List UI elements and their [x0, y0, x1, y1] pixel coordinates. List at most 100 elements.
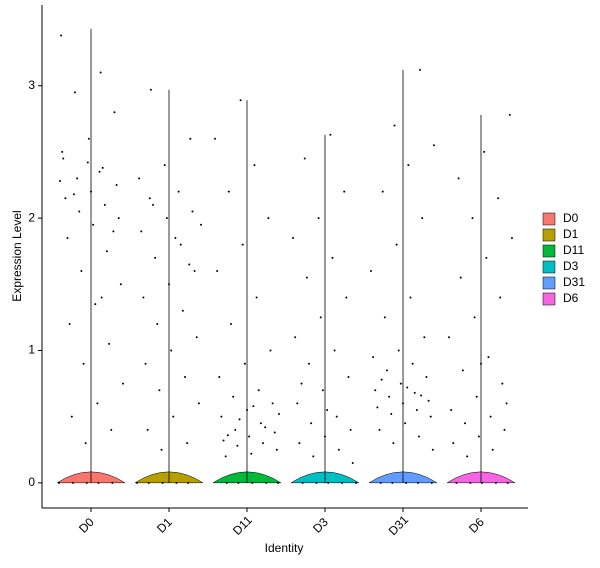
point — [321, 389, 324, 392]
point — [136, 481, 138, 484]
point — [294, 336, 297, 339]
point — [64, 197, 67, 200]
point — [59, 180, 62, 183]
point — [278, 413, 280, 416]
point — [82, 362, 85, 365]
point — [450, 409, 453, 412]
point — [84, 442, 87, 445]
point — [161, 481, 164, 484]
point — [257, 389, 260, 392]
point — [214, 137, 216, 140]
point — [386, 369, 388, 372]
point — [399, 382, 402, 385]
point — [409, 296, 412, 299]
point — [418, 435, 420, 438]
legend-label: D31 — [563, 275, 585, 289]
point — [234, 428, 237, 431]
point — [489, 415, 492, 418]
point — [406, 386, 409, 389]
point — [319, 316, 322, 319]
point — [70, 415, 73, 418]
point — [92, 223, 95, 226]
point — [427, 399, 430, 402]
point — [431, 448, 434, 451]
point — [452, 442, 455, 445]
point — [156, 323, 159, 326]
point — [243, 362, 246, 365]
point — [276, 481, 279, 484]
point — [420, 394, 423, 397]
point — [327, 481, 330, 484]
point — [189, 137, 192, 140]
legend-label: D6 — [563, 291, 579, 305]
point — [255, 296, 258, 299]
point — [461, 369, 464, 372]
point — [471, 217, 474, 220]
point — [197, 402, 200, 405]
point — [76, 177, 79, 180]
point — [494, 481, 497, 484]
x-tick-label: D6 — [466, 515, 487, 536]
point — [100, 296, 103, 299]
point — [250, 452, 253, 455]
point — [341, 481, 344, 484]
point — [259, 422, 262, 425]
point — [248, 435, 251, 438]
x-tick-label: D3 — [310, 515, 331, 536]
point — [335, 415, 338, 418]
point — [195, 336, 198, 339]
legend-label: D0 — [563, 211, 579, 225]
point — [390, 413, 393, 416]
point — [269, 349, 272, 352]
point — [187, 481, 190, 484]
point — [301, 481, 304, 484]
point — [485, 256, 488, 259]
point — [419, 68, 422, 71]
point — [354, 481, 357, 484]
point — [303, 157, 306, 160]
point — [506, 481, 509, 484]
point — [239, 99, 242, 102]
point — [138, 177, 141, 180]
point — [402, 402, 404, 405]
point — [395, 243, 398, 246]
point — [113, 111, 116, 114]
point — [378, 428, 381, 431]
point — [106, 250, 108, 253]
legend-swatch — [542, 212, 556, 226]
point — [115, 184, 118, 187]
point — [94, 303, 97, 306]
point — [218, 375, 221, 378]
point — [222, 439, 225, 442]
point — [326, 409, 329, 412]
y-tick-label: 2 — [28, 210, 35, 224]
point — [429, 415, 432, 418]
point — [312, 455, 315, 458]
point — [448, 336, 450, 339]
legend-swatch — [542, 276, 556, 290]
point — [175, 481, 178, 484]
point — [96, 402, 99, 405]
point — [508, 113, 511, 116]
point — [275, 448, 278, 451]
point — [87, 137, 90, 140]
point — [416, 481, 419, 484]
y-tick-label: 3 — [28, 78, 35, 92]
point — [499, 296, 502, 299]
point — [391, 481, 394, 484]
point — [61, 150, 64, 153]
point — [351, 461, 354, 464]
point — [238, 418, 241, 421]
point — [370, 270, 372, 273]
point — [455, 481, 458, 484]
point — [103, 203, 106, 206]
point — [483, 150, 486, 153]
point — [188, 263, 191, 266]
point — [497, 197, 500, 200]
point — [503, 428, 506, 431]
point — [267, 217, 270, 220]
point — [405, 481, 408, 484]
point — [481, 481, 484, 484]
point — [90, 190, 92, 193]
legend-label: D3 — [563, 259, 579, 273]
